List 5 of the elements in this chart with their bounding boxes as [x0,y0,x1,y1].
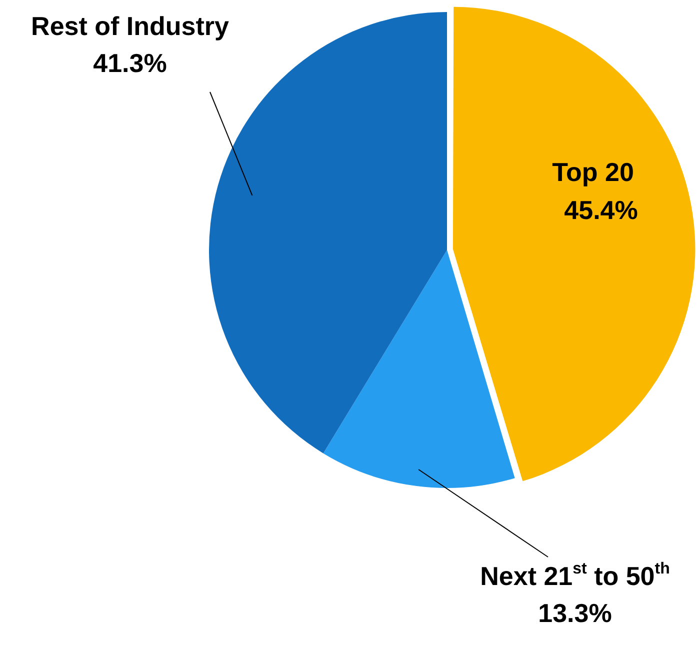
data-label: 13.3% [538,598,612,628]
slice-label: Top 20 [552,156,634,187]
data-label: 41.3% [93,48,167,78]
data-label: 45.4% [564,194,638,225]
slice-label: Rest of Industry [31,11,230,42]
